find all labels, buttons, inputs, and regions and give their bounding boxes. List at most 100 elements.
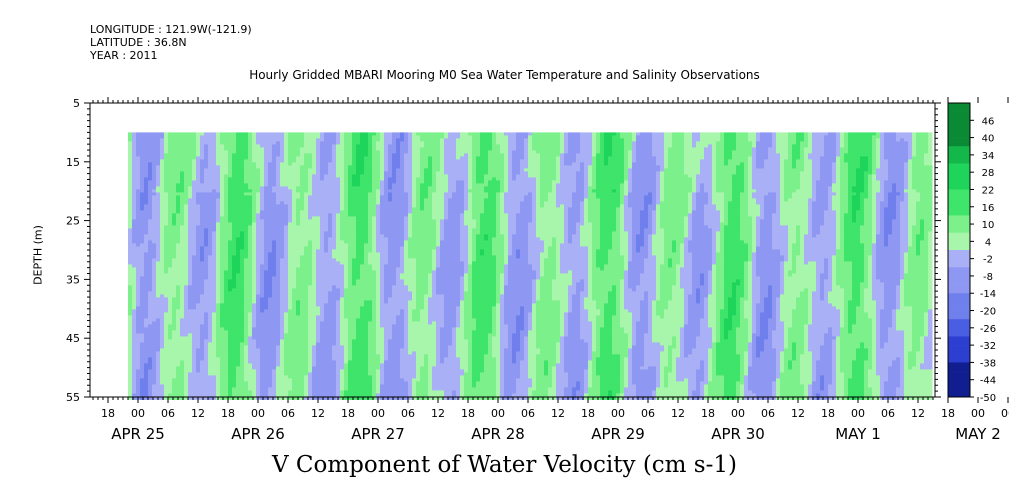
heatmap-cell xyxy=(328,390,333,394)
heatmap-cell xyxy=(176,345,181,349)
heatmap-cell xyxy=(156,213,161,217)
heatmap-cell xyxy=(292,366,297,370)
heatmap-cell xyxy=(228,297,233,301)
heatmap-cell xyxy=(152,306,157,310)
heatmap-cell xyxy=(268,327,273,331)
heatmap-cell xyxy=(188,144,193,148)
heatmap-cell xyxy=(192,204,197,208)
heatmap-cell xyxy=(332,246,337,250)
heatmap-cell xyxy=(240,222,245,226)
heatmap-cell xyxy=(288,219,293,223)
heatmap-cell xyxy=(200,237,205,241)
heatmap-cell xyxy=(200,234,205,238)
heatmap-cell xyxy=(200,177,205,181)
heatmap-cell xyxy=(332,147,337,151)
heatmap-cell xyxy=(312,273,317,277)
heatmap-cell xyxy=(132,246,137,250)
heatmap-cell xyxy=(136,291,141,295)
heatmap-cell xyxy=(196,309,201,313)
heatmap-cell xyxy=(228,171,233,175)
heatmap-cell xyxy=(212,201,217,205)
heatmap-cell xyxy=(132,324,137,328)
heatmap-cell xyxy=(232,168,237,172)
heatmap-cell xyxy=(192,360,197,364)
heatmap-cell xyxy=(216,288,221,292)
heatmap-cell xyxy=(236,342,241,346)
heatmap-cell xyxy=(312,147,317,151)
heatmap-cell xyxy=(304,237,309,241)
heatmap-cell xyxy=(296,195,301,199)
heatmap-cell xyxy=(180,270,185,274)
heatmap-cell xyxy=(344,207,349,211)
heatmap-cell xyxy=(280,183,285,187)
heatmap-cell xyxy=(224,354,229,358)
heatmap-cell xyxy=(224,192,229,196)
heatmap-cell xyxy=(304,396,309,400)
heatmap-cell xyxy=(264,171,269,175)
heatmap-cell xyxy=(184,279,189,283)
heatmap-cell xyxy=(288,387,293,391)
heatmap-cell xyxy=(172,387,177,391)
heatmap-cell xyxy=(328,150,333,154)
heatmap-cell xyxy=(320,147,325,151)
heatmap-cell xyxy=(228,147,233,151)
heatmap-cell xyxy=(172,165,177,169)
heatmap-cell xyxy=(208,249,213,253)
heatmap-cell xyxy=(332,390,337,394)
heatmap-cell xyxy=(216,249,221,253)
heatmap-cell xyxy=(216,144,221,148)
heatmap-cell xyxy=(208,384,213,388)
heatmap-cell xyxy=(328,378,333,382)
heatmap-cell xyxy=(216,195,221,199)
heatmap-cell xyxy=(180,216,185,220)
heatmap-cell xyxy=(304,132,309,136)
heatmap-cell xyxy=(276,180,281,184)
heatmap-cell xyxy=(188,336,193,340)
heatmap-cell xyxy=(240,171,245,175)
heatmap-cell xyxy=(280,345,285,349)
heatmap-cell xyxy=(276,393,281,397)
heatmap-cell xyxy=(324,321,329,325)
heatmap-cell xyxy=(300,318,305,322)
heatmap-cell xyxy=(212,273,217,277)
heatmap-cell xyxy=(276,186,281,190)
heatmap-cell xyxy=(180,318,185,322)
heatmap-cell xyxy=(228,330,233,334)
heatmap-cell xyxy=(168,264,173,268)
heatmap-cell xyxy=(220,201,225,205)
heatmap-cell xyxy=(228,354,233,358)
heatmap-cell xyxy=(304,201,309,205)
heatmap-cell xyxy=(320,174,325,178)
heatmap-cell xyxy=(148,252,153,256)
heatmap-cell xyxy=(184,255,189,259)
heatmap-cell xyxy=(264,168,269,172)
heatmap-cell xyxy=(240,153,245,157)
heatmap-cell xyxy=(316,222,321,226)
heatmap-cell xyxy=(276,147,281,151)
heatmap-cell xyxy=(336,225,341,229)
heatmap-cell xyxy=(284,375,289,379)
heatmap-cell xyxy=(184,240,189,244)
heatmap-cell xyxy=(196,327,201,331)
heatmap-cell xyxy=(256,378,261,382)
heatmap-cell xyxy=(164,183,169,187)
heatmap-cell xyxy=(296,360,301,364)
heatmap-cell xyxy=(268,384,273,388)
heatmap-cell xyxy=(316,201,321,205)
heatmap-cell xyxy=(280,195,285,199)
heatmap-cell xyxy=(320,324,325,328)
heatmap-cell xyxy=(156,198,161,202)
heatmap-cell xyxy=(132,150,137,154)
heatmap-cell xyxy=(292,276,297,280)
heatmap-cell xyxy=(216,363,221,367)
heatmap-cell xyxy=(272,294,277,298)
heatmap-cell xyxy=(128,234,133,238)
heatmap-cell xyxy=(136,393,141,397)
heatmap-cell xyxy=(280,282,285,286)
heatmap-cell xyxy=(232,231,237,235)
heatmap-cell xyxy=(300,291,305,295)
heatmap-cell xyxy=(312,339,317,343)
heatmap-cell xyxy=(136,309,141,313)
heatmap-cell xyxy=(352,132,357,136)
heatmap-cell xyxy=(212,324,217,328)
